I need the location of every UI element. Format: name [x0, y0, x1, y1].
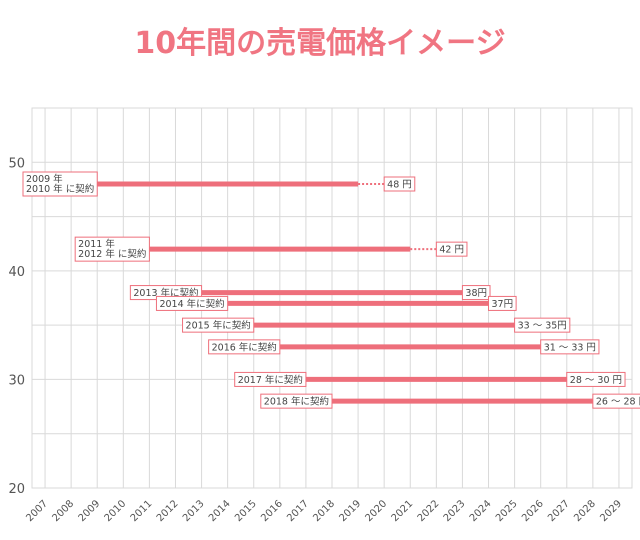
price-label: 42 円	[439, 245, 464, 256]
contract-label-box	[155, 295, 229, 311]
x-tick-label: 2029	[598, 498, 624, 524]
price-label-box	[488, 295, 517, 311]
contract-label-box	[260, 393, 333, 409]
price-label: 48 円	[387, 180, 412, 191]
contract-label: 2015 年に契約	[186, 320, 251, 332]
x-tick-label: 2028	[572, 498, 598, 524]
x-tick-label: 2024	[468, 498, 494, 524]
contract-label: 2012 年 に契約	[78, 248, 146, 260]
x-tick-label: 2014	[207, 498, 233, 524]
x-tick-label: 2017	[285, 498, 311, 524]
x-tick-label: 2015	[233, 498, 259, 524]
price-label: 33 〜 35円	[518, 321, 567, 332]
contract-label: 2017 年に契約	[238, 374, 303, 386]
y-tick-label: 50	[8, 156, 25, 171]
x-tick-label: 2023	[442, 498, 468, 524]
chart-title: 10年間の売電価格イメージ	[134, 26, 506, 61]
contract-label: 2010 年 に契約	[26, 183, 94, 195]
x-tick-label: 2010	[103, 498, 129, 524]
x-tick-label: 2009	[77, 498, 103, 524]
x-tick-label: 2026	[520, 498, 546, 524]
x-tick-label: 2022	[416, 498, 442, 524]
x-tick-label: 2012	[155, 498, 181, 524]
contract-label: 2016 年に契約	[212, 341, 277, 353]
y-tick-label: 20	[8, 482, 25, 497]
contract-label: 2009 年	[26, 173, 63, 185]
x-tick-label: 2011	[129, 498, 155, 524]
price-label: 31 〜 33 円	[544, 342, 596, 353]
x-tick-label: 2013	[181, 498, 207, 524]
price-label-box	[540, 339, 600, 355]
y-tick-label: 40	[8, 265, 25, 280]
x-tick-label: 2020	[364, 498, 390, 524]
price-label-box	[435, 241, 468, 257]
x-tick-label: 2019	[337, 498, 363, 524]
contract-label: 2018 年に契約	[264, 396, 329, 408]
x-tick-label: 2016	[259, 498, 285, 524]
x-tick-label: 2027	[546, 498, 572, 524]
contract-label-box	[74, 236, 150, 262]
price-label: 26 〜 28 円	[596, 397, 640, 408]
contract-label: 2014 年に契約	[159, 298, 224, 310]
price-label-box	[592, 393, 640, 409]
contract-label-box	[182, 317, 255, 333]
contract-label-box	[208, 339, 281, 355]
contract-label-box	[234, 371, 307, 387]
price-label: 28 〜 30 円	[570, 375, 622, 386]
contract-label-box	[22, 171, 98, 197]
x-tick-label: 2025	[494, 498, 520, 524]
x-tick-label: 2008	[50, 498, 76, 524]
price-label: 37円	[492, 299, 514, 310]
price-label-box	[461, 285, 491, 301]
price-label-box	[566, 371, 626, 387]
price-label-box	[383, 176, 416, 192]
x-tick-label: 2021	[390, 498, 416, 524]
x-tick-label: 2018	[311, 498, 337, 524]
price-label-box	[514, 317, 571, 333]
contract-label: 2011 年	[78, 238, 115, 250]
y-tick-label: 30	[8, 373, 25, 388]
x-tick-label: 2007	[24, 498, 50, 524]
price-label: 38円	[465, 288, 487, 299]
